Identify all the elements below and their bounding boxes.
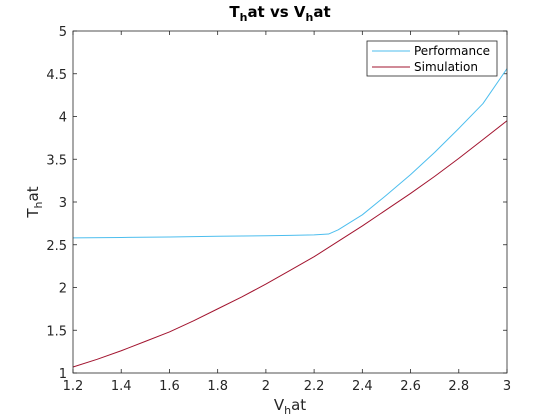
x-tick-label: 1.8 xyxy=(207,379,228,394)
xlabel-base: V xyxy=(274,396,285,414)
title-sub-1: h xyxy=(240,11,248,24)
series-line-performance xyxy=(72,68,508,239)
y-tick-label: 1.5 xyxy=(46,324,67,339)
title-part-3: at xyxy=(313,3,330,21)
x-tick-label: 2.4 xyxy=(352,379,373,394)
y-tick-label: 5 xyxy=(59,25,67,40)
title-part-2: at vs V xyxy=(247,3,305,21)
title-part-1: T xyxy=(229,3,240,21)
legend: Performance Simulation xyxy=(366,40,498,77)
chart-title: That vs Vhat xyxy=(229,3,330,24)
plot-area xyxy=(73,31,507,373)
y-tick-label: 3 xyxy=(59,196,67,211)
x-tick-label: 1.6 xyxy=(159,379,180,394)
y-tick-label: 4 xyxy=(59,111,67,126)
legend-label-simulation: Simulation xyxy=(414,60,478,74)
legend-box xyxy=(366,40,498,77)
axes-box xyxy=(72,30,508,374)
x-axis-ticks: 1.2 1.4 1.6 1.8 2 2.2 2.4 2.6 2.8 3 xyxy=(63,31,511,394)
x-tick-label: 2.2 xyxy=(304,379,325,394)
title-sub-2: h xyxy=(306,11,314,24)
ylabel-rest: at xyxy=(24,186,42,201)
y-tick-label: 3.5 xyxy=(46,153,67,168)
x-tick-label: 2 xyxy=(262,379,270,394)
series-group xyxy=(72,68,508,368)
x-tick-label: 2.6 xyxy=(400,379,421,394)
x-tick-label: 2.8 xyxy=(448,379,469,394)
series-line-simulation xyxy=(72,120,508,368)
ylabel-base: T xyxy=(24,208,42,219)
y-axis-label: That xyxy=(24,186,45,218)
y-tick-label: 2 xyxy=(59,282,67,297)
x-tick-label: 1.4 xyxy=(111,379,132,394)
x-axis-label: Vhat xyxy=(274,396,306,417)
xlabel-rest: at xyxy=(291,396,306,414)
x-tick-label: 3 xyxy=(503,379,511,394)
x-tick-label: 1.2 xyxy=(63,379,84,394)
xlabel-sub: h xyxy=(284,404,291,417)
y-tick-label: 2.5 xyxy=(46,239,67,254)
legend-label-performance: Performance xyxy=(414,44,490,58)
y-tick-label: 4.5 xyxy=(46,68,67,83)
y-axis-ticks: 1 1.5 2 2.5 3 3.5 4 4.5 5 xyxy=(46,25,507,382)
ylabel-sub: h xyxy=(32,201,45,208)
y-tick-label: 1 xyxy=(59,367,67,382)
